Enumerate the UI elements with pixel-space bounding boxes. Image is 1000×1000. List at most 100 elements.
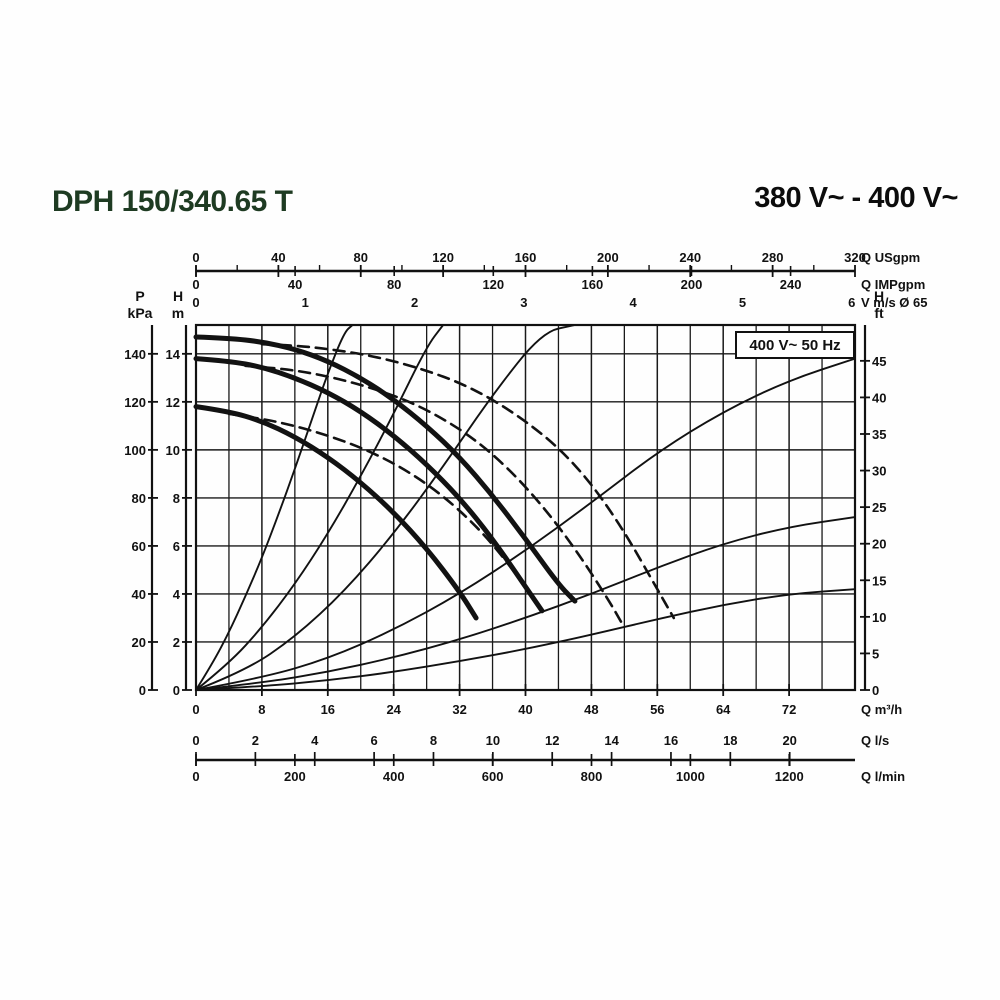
left-axis-h-tick: 0: [173, 683, 180, 698]
left-axis-p-tick: 140: [124, 347, 146, 362]
curve-1: [193, 356, 545, 614]
top-axis-vms-tick: 1: [302, 295, 309, 310]
top-axis-usgpm-tick: 280: [762, 250, 784, 265]
left-axis-h-tick: 10: [166, 443, 180, 458]
top-axis-usgpm-tick: 200: [597, 250, 619, 265]
left-axis-h-tick: 8: [173, 491, 180, 506]
bottom-axis-ls-name: Q l/s: [861, 733, 889, 748]
curve-0: [193, 334, 578, 604]
top-axis-vms-tick: 2: [411, 295, 418, 310]
bottom-axis-m3h-tick: 16: [321, 702, 335, 717]
curve-7: [195, 324, 445, 691]
bottom-axis-lmin-name: Q l/min: [861, 769, 905, 784]
bottom-axis-m3h-tick: 72: [782, 702, 796, 717]
curve-10: [195, 516, 856, 691]
bottom-axis-ls-tick: 14: [604, 733, 619, 748]
bottom-axis-m3h-tick: 64: [716, 702, 731, 717]
top-axis-usgpm-tick: 0: [192, 250, 199, 265]
curve-8: [195, 324, 576, 691]
left-axis-p-tick: 60: [132, 539, 146, 554]
top-axis-impgpm-tick: 0: [192, 277, 199, 292]
top-axis-usgpm-name: Q USgpm: [861, 250, 920, 265]
right-axis-ft-tick: 25: [872, 500, 886, 515]
bottom-axis-m3h-name: Q m³/h: [861, 702, 902, 717]
right-axis-ft-name: H: [874, 288, 884, 304]
right-axis-ft-tick: 10: [872, 610, 886, 625]
bottom-axis-lmin-tick: 200: [284, 769, 306, 784]
bottom-axis-lmin-tick: 800: [581, 769, 603, 784]
top-axes: [195, 265, 856, 277]
left-axes: [148, 325, 192, 691]
right-axis-ft-tick: 45: [872, 354, 886, 369]
curve-4: [244, 364, 626, 629]
bottom-axis-ls-tick: 20: [782, 733, 796, 748]
bottom-axis-ls-tick: 12: [545, 733, 559, 748]
frequency-box-label: 400 V~ 50 Hz: [749, 337, 840, 354]
curve-9: [195, 357, 856, 691]
left-axis-h-tick: 6: [173, 539, 180, 554]
left-axis-h-tick: 14: [166, 347, 181, 362]
frequency-box: [735, 331, 855, 359]
left-axis-h-tick: 2: [173, 635, 180, 650]
bottom-axis-lmin-tick: 400: [383, 769, 405, 784]
left-axis-h-tick: 4: [173, 587, 181, 602]
bottom-axis-m3h-tick: 48: [584, 702, 598, 717]
page-title: DPH 150/340.65 T: [52, 185, 293, 218]
top-axis-usgpm-tick: 40: [271, 250, 285, 265]
curve-2: [193, 404, 479, 621]
top-axis-usgpm-tick: 80: [354, 250, 368, 265]
left-axis-p-tick: 40: [132, 587, 146, 602]
top-axis-impgpm-tick: 80: [387, 277, 401, 292]
right-axis-ft-unit: ft: [874, 305, 884, 321]
bottom-axis-lmin-tick: 600: [482, 769, 504, 784]
left-axis-p-tick: 20: [132, 635, 146, 650]
bottom-axis-lmin-tick: 1200: [775, 769, 804, 784]
bottom-axis-ls-tick: 16: [664, 733, 678, 748]
top-axis-vms-name: V m/s Ø 65: [861, 295, 927, 310]
top-axis-vms-tick: 4: [630, 295, 638, 310]
bottom-axis-ls-tick: 18: [723, 733, 737, 748]
bottom-axis-ls-tick: 8: [430, 733, 437, 748]
bottom-axis-ls-tick: 6: [370, 733, 377, 748]
left-axis-p-tick: 0: [139, 683, 146, 698]
left-axis-h-name: H: [173, 288, 183, 304]
top-axis-usgpm-tick: 240: [679, 250, 701, 265]
right-axis-ft-tick: 35: [872, 427, 886, 442]
bottom-axis-ls-tick: 2: [252, 733, 259, 748]
bottom-axis-lmin-tick: 0: [192, 769, 199, 784]
left-axis-p-name: P: [135, 288, 144, 304]
bottom-axis-m3h-tick: 32: [452, 702, 466, 717]
curve-5: [227, 412, 544, 613]
top-axis-impgpm-tick: 240: [780, 277, 802, 292]
top-axis-vms-tick: 0: [192, 295, 199, 310]
bottom-axis-ls-tick: 0: [192, 733, 199, 748]
bottom-axis-m3h-tick: 8: [258, 702, 265, 717]
right-axis: [860, 325, 870, 691]
top-axis-usgpm-tick: 160: [515, 250, 537, 265]
right-axis-ft-tick: 0: [872, 683, 879, 698]
right-axis-ft-tick: 5: [872, 646, 879, 661]
bottom-axis-m3h-tick: 24: [386, 702, 401, 717]
curve-6: [195, 324, 354, 691]
top-axis-impgpm-tick: 200: [681, 277, 703, 292]
top-axis-vms-tick: 5: [739, 295, 746, 310]
top-axis-vms-tick: 3: [520, 295, 527, 310]
top-axis-impgpm-tick: 160: [582, 277, 604, 292]
bottom-axis-lmin-tick: 1000: [676, 769, 705, 784]
right-axis-ft-tick: 30: [872, 464, 886, 479]
curve-3: [260, 342, 676, 620]
bottom-axis-ls-tick: 10: [486, 733, 500, 748]
top-axis-impgpm-tick: 120: [482, 277, 504, 292]
curve-11: [195, 588, 856, 691]
left-axis-p-tick: 80: [132, 491, 146, 506]
right-axis-ft-tick: 20: [872, 537, 886, 552]
top-axis-vms-tick: 6: [848, 295, 855, 310]
left-axis-p-tick: 100: [124, 443, 146, 458]
bottom-axis-m3h-tick: 56: [650, 702, 664, 717]
right-axis-ft-tick: 40: [872, 390, 886, 405]
bottom-axis-ls-tick: 4: [311, 733, 319, 748]
left-axis-h-unit: m: [172, 305, 184, 321]
bottom-axes: [195, 684, 855, 766]
